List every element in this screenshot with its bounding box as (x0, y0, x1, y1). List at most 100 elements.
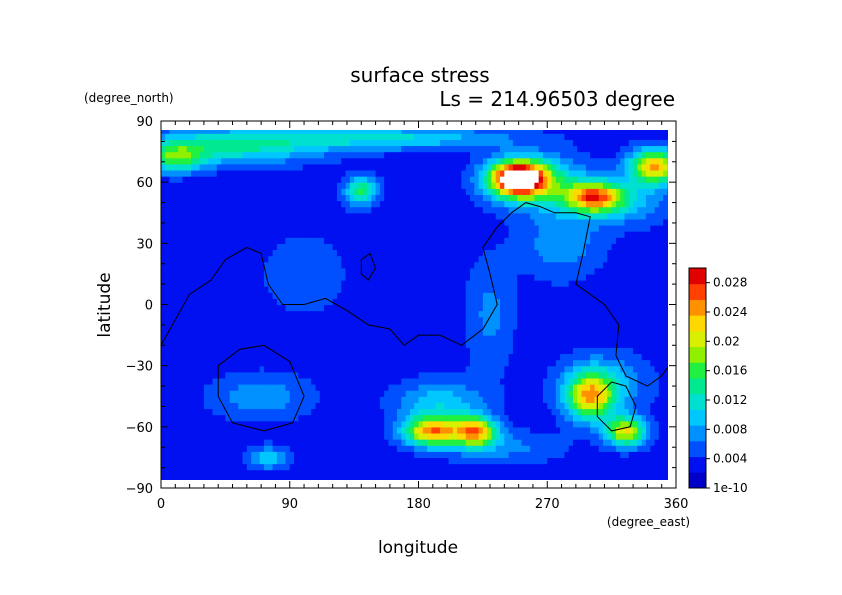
heatmap-cell (435, 267, 441, 275)
heatmap-cell (482, 469, 488, 477)
heatmap-cell (500, 304, 505, 312)
heatmap-cell (311, 249, 317, 257)
heatmap-cell (251, 420, 257, 428)
heatmap-cell (285, 353, 291, 361)
heatmap-cell (465, 231, 471, 238)
heatmap-cell (358, 133, 364, 140)
heatmap-cell (336, 176, 342, 183)
heatmap-cell (276, 188, 282, 195)
heatmap-cell (311, 475, 317, 480)
heatmap-cell (439, 298, 445, 306)
heatmap-cell (388, 231, 394, 238)
heatmap-cell (452, 469, 458, 477)
heatmap-cell (169, 390, 175, 397)
heatmap-cell (448, 457, 454, 465)
heatmap-cell (354, 463, 360, 471)
heatmap-cell (302, 212, 308, 220)
heatmap-cell (242, 347, 248, 355)
heatmap-cell (482, 157, 488, 165)
heatmap-cell (238, 121, 243, 128)
heatmap-cell (238, 212, 244, 220)
heatmap-cell (229, 133, 235, 140)
heatmap-cell (405, 384, 411, 391)
heatmap-cell (362, 286, 368, 293)
heatmap-cell (242, 341, 248, 348)
heatmap-cell (319, 341, 325, 348)
heatmap-cell (328, 157, 334, 165)
heatmap-cell (470, 255, 475, 263)
chart-subtitle: Ls = 214.96503 degree (439, 87, 675, 111)
heatmap-cell (178, 194, 184, 202)
heatmap-cell (414, 353, 420, 361)
heatmap-cell (487, 237, 493, 244)
heatmap-cell (439, 347, 445, 355)
heatmap-cell (311, 408, 317, 416)
heatmap-cell (233, 365, 239, 373)
heatmap-cell (457, 212, 463, 220)
heatmap-cell (427, 231, 432, 238)
heatmap-cell (242, 176, 248, 183)
heatmap-cell (401, 420, 407, 428)
heatmap-cell (504, 286, 510, 293)
heatmap-cell (268, 445, 274, 452)
heatmap-cell (465, 237, 471, 244)
heatmap-cell (409, 457, 415, 465)
heatmap-cell (418, 316, 424, 324)
heatmap-cell (255, 304, 261, 312)
heatmap-cell (208, 169, 214, 177)
heatmap-cell (242, 432, 248, 440)
heatmap-cell (285, 402, 291, 410)
heatmap-cell (315, 157, 321, 165)
heatmap-cell (264, 353, 269, 361)
heatmap-cell (182, 426, 188, 434)
heatmap-cell (195, 432, 201, 440)
heatmap-cell (328, 231, 334, 238)
heatmap-cell (504, 212, 510, 220)
heatmap-cell (379, 194, 385, 202)
heatmap-cell (161, 408, 166, 416)
heatmap-cell (336, 133, 342, 140)
heatmap-cell (362, 292, 368, 299)
heatmap-cell (276, 316, 282, 324)
heatmap-cell (165, 439, 171, 446)
heatmap-cell (276, 200, 282, 208)
heatmap-cell (358, 298, 364, 306)
heatmap-cell (409, 255, 415, 263)
heatmap-cell (362, 328, 368, 336)
heatmap-cell (208, 463, 214, 471)
heatmap-cell (431, 176, 437, 183)
heatmap-cell (482, 451, 488, 459)
heatmap-cell (354, 475, 360, 480)
heatmap-cell (186, 145, 192, 153)
heatmap-cell (354, 316, 360, 324)
heatmap-cell (371, 439, 377, 446)
heatmap-cell (401, 451, 407, 459)
heatmap-cell (405, 390, 411, 397)
heatmap-cell (178, 390, 184, 397)
heatmap-cell (169, 243, 175, 251)
heatmap-cell (173, 457, 179, 465)
heatmap-cell (478, 402, 484, 410)
heatmap-cell (405, 224, 411, 232)
heatmap-cell (233, 212, 239, 220)
heatmap-cell (203, 194, 209, 202)
heatmap-cell (315, 420, 321, 428)
heatmap-cell (431, 328, 437, 336)
heatmap-cell (178, 341, 184, 348)
heatmap-cell (358, 408, 364, 416)
heatmap-cell (487, 347, 493, 355)
heatmap-cell (397, 432, 402, 440)
heatmap-cell (379, 206, 385, 214)
heatmap-cell (315, 426, 321, 434)
heatmap-cell (358, 145, 364, 153)
heatmap-cell (358, 304, 364, 312)
heatmap-cell (354, 292, 360, 299)
heatmap-cell (487, 224, 493, 232)
heatmap-cell (439, 377, 445, 385)
heatmap-cell (435, 451, 441, 459)
heatmap-cell (354, 145, 360, 153)
heatmap-cell (272, 445, 278, 452)
heatmap-cell (178, 133, 184, 140)
heatmap-cell (414, 176, 420, 183)
heatmap-cell (315, 231, 321, 238)
